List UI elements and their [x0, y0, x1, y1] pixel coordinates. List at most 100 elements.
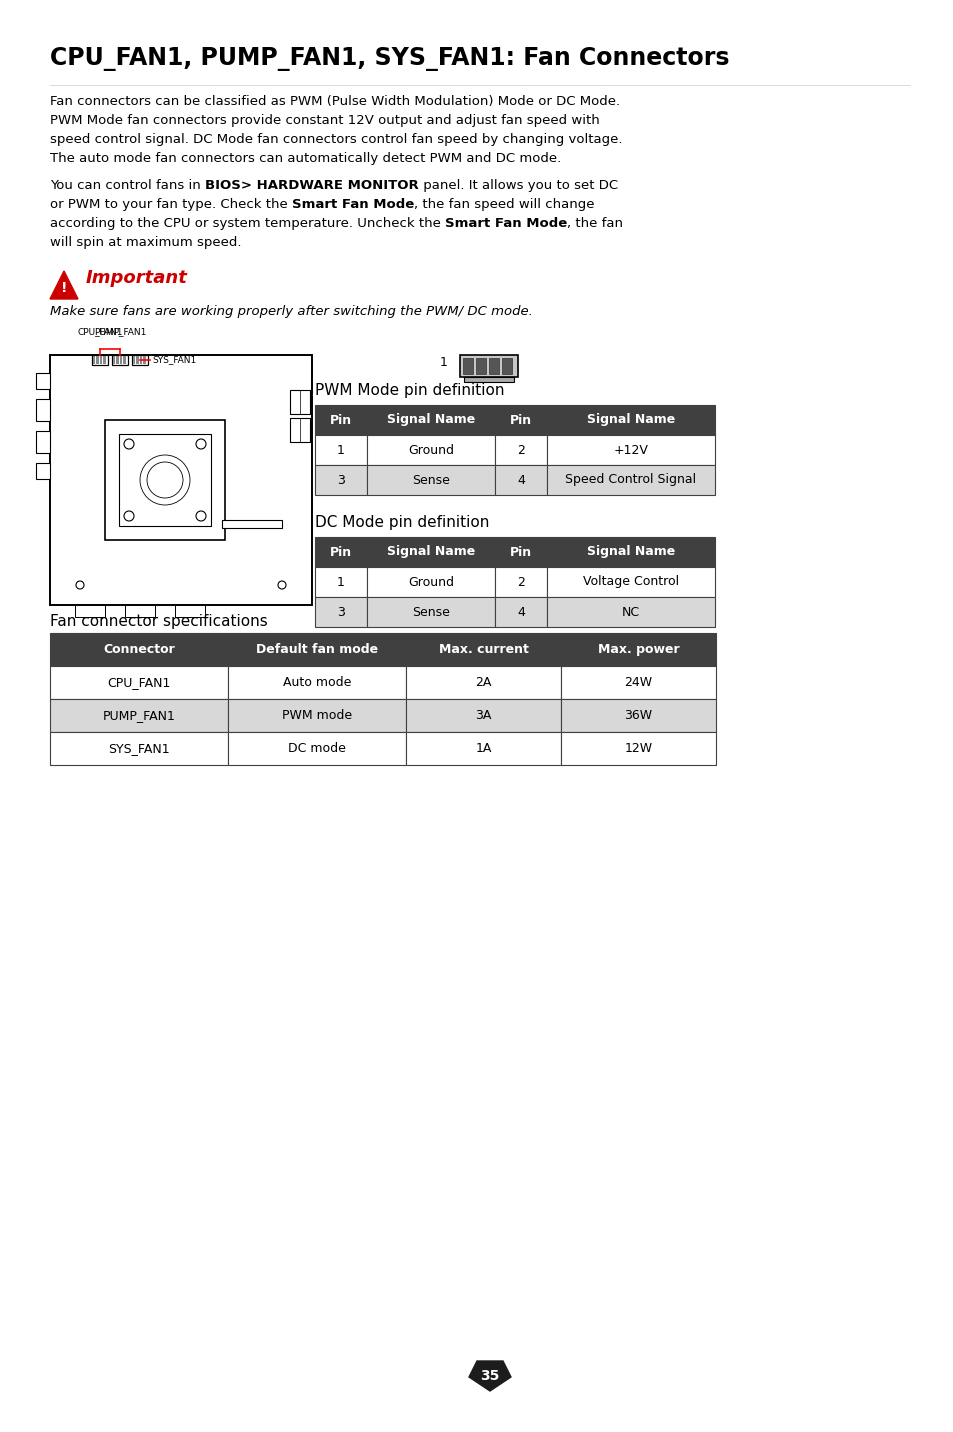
Bar [96, 357, 99, 364]
Text: will spin at maximum speed.: will spin at maximum speed. [50, 236, 241, 249]
Text: Max. power: Max. power [598, 643, 679, 656]
Text: CPU_FAN1: CPU_FAN1 [107, 676, 171, 689]
Bar [103, 357, 106, 364]
Circle shape [195, 511, 206, 521]
Text: , the fan: , the fan [567, 218, 622, 231]
Text: Auto mode: Auto mode [282, 676, 351, 689]
Text: PUMP_FAN1: PUMP_FAN1 [93, 326, 146, 337]
Bar [367, 465, 495, 495]
Bar [560, 666, 716, 699]
Bar [495, 597, 546, 627]
Text: Voltage Control: Voltage Control [582, 576, 679, 589]
Text: Pin: Pin [510, 414, 532, 427]
Bar [489, 358, 498, 374]
Bar [314, 405, 367, 435]
Bar [459, 355, 517, 377]
Bar [314, 597, 367, 627]
Bar [367, 537, 495, 567]
Text: 2: 2 [517, 444, 524, 457]
Text: 3: 3 [336, 474, 345, 487]
Bar [495, 567, 546, 597]
Polygon shape [469, 1360, 511, 1390]
Bar [476, 358, 485, 374]
Bar [36, 431, 50, 453]
Circle shape [124, 511, 133, 521]
Text: Important: Important [86, 269, 188, 286]
Text: 12W: 12W [624, 742, 652, 755]
Bar [112, 357, 115, 364]
Circle shape [124, 440, 133, 450]
Circle shape [195, 440, 206, 450]
Text: Connector: Connector [103, 643, 174, 656]
Text: Signal Name: Signal Name [387, 414, 475, 427]
Bar [560, 699, 716, 732]
Text: CPU_FAN1: CPU_FAN1 [77, 326, 123, 337]
Bar [546, 435, 714, 465]
Text: 1: 1 [439, 357, 448, 369]
Text: Speed Control Signal: Speed Control Signal [565, 474, 696, 487]
Text: You can control fans in: You can control fans in [50, 179, 205, 192]
Bar [91, 355, 108, 365]
Circle shape [76, 581, 84, 589]
Text: 1: 1 [336, 444, 345, 457]
Bar [501, 358, 512, 374]
Text: Sense: Sense [412, 474, 450, 487]
Circle shape [277, 581, 286, 589]
Text: panel. It allows you to set DC: panel. It allows you to set DC [418, 179, 618, 192]
Bar [100, 357, 102, 364]
Text: !: ! [61, 281, 67, 295]
Bar [560, 633, 716, 666]
Bar [463, 377, 514, 382]
Bar [119, 434, 211, 526]
Bar [546, 567, 714, 597]
Bar [50, 355, 312, 604]
Bar [50, 732, 228, 765]
Text: speed control signal. DC Mode fan connectors control fan speed by changing volta: speed control signal. DC Mode fan connec… [50, 133, 622, 146]
Text: 1A: 1A [475, 742, 491, 755]
Text: 24W: 24W [624, 676, 652, 689]
Text: PUMP_FAN1: PUMP_FAN1 [103, 709, 175, 722]
Text: Signal Name: Signal Name [586, 546, 675, 558]
Bar [495, 435, 546, 465]
Text: Pin: Pin [330, 546, 352, 558]
Text: 2: 2 [517, 576, 524, 589]
Bar [546, 465, 714, 495]
Bar [50, 666, 228, 699]
Text: or PWM to your fan type. Check the: or PWM to your fan type. Check the [50, 198, 292, 211]
Bar [136, 357, 139, 364]
Bar [125, 604, 154, 617]
Bar [462, 358, 473, 374]
Text: 3: 3 [336, 606, 345, 619]
Bar [314, 435, 367, 465]
Bar [367, 435, 495, 465]
Text: DC Mode pin definition: DC Mode pin definition [314, 516, 489, 530]
Bar [367, 405, 495, 435]
Text: 2A: 2A [475, 676, 491, 689]
Bar [50, 633, 228, 666]
Bar [546, 597, 714, 627]
Text: Ground: Ground [408, 444, 454, 457]
Text: according to the CPU or system temperature. Uncheck the: according to the CPU or system temperatu… [50, 218, 445, 231]
Bar [367, 567, 495, 597]
Bar [36, 463, 50, 478]
Text: BIOS> HARDWARE MONITOR: BIOS> HARDWARE MONITOR [205, 179, 418, 192]
Text: Fan connector specifications: Fan connector specifications [50, 614, 268, 629]
Bar [495, 537, 546, 567]
Text: DC mode: DC mode [288, 742, 346, 755]
Text: Smart Fan Mode: Smart Fan Mode [445, 218, 567, 231]
Text: 4: 4 [517, 474, 524, 487]
Bar [116, 357, 119, 364]
Bar [50, 699, 228, 732]
Text: Fan connectors can be classified as PWM (Pulse Width Modulation) Mode or DC Mode: Fan connectors can be classified as PWM … [50, 95, 619, 107]
Text: Max. current: Max. current [438, 643, 528, 656]
Text: 3A: 3A [475, 709, 491, 722]
Bar [314, 465, 367, 495]
Text: 35: 35 [479, 1369, 499, 1383]
Bar [495, 465, 546, 495]
Bar [228, 633, 406, 666]
Bar [546, 405, 714, 435]
Bar [123, 357, 126, 364]
Bar [314, 567, 367, 597]
Text: NC: NC [621, 606, 639, 619]
Bar [290, 418, 310, 442]
